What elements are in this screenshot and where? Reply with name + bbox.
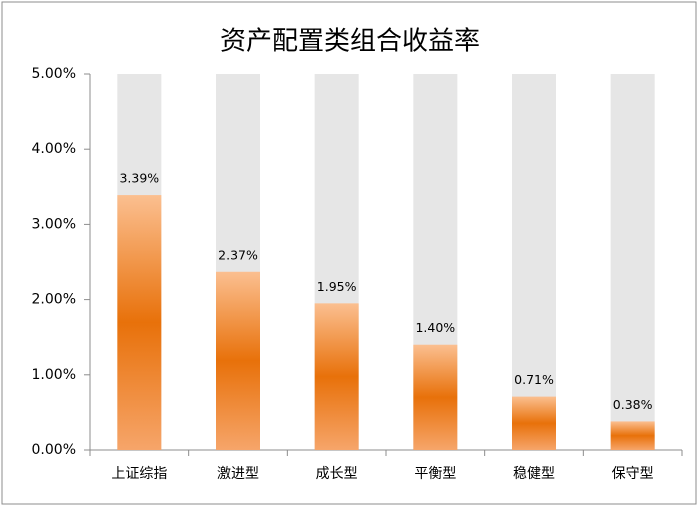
y-tick-label: 0.00% (32, 442, 76, 458)
x-tick-label: 激进型 (217, 465, 259, 482)
value-label: 3.39% (119, 171, 159, 186)
bar (314, 303, 359, 450)
x-tick-label: 稳健型 (513, 466, 555, 482)
bar-background (512, 74, 556, 450)
y-tick-label: 3.00% (32, 216, 76, 232)
x-tick-label: 保守型 (612, 466, 654, 482)
value-label: 1.40% (415, 320, 455, 335)
value-label: 0.71% (514, 372, 554, 387)
y-tick-label: 1.00% (32, 367, 76, 383)
bar (610, 421, 655, 450)
x-tick-label: 上证综指 (111, 466, 167, 482)
chart-title: 资产配置类组合收益率 (220, 27, 480, 57)
bar (512, 396, 556, 450)
y-tick-label: 2.00% (32, 292, 76, 308)
bar (413, 344, 458, 450)
value-label: 2.37% (218, 247, 258, 262)
value-label: 0.38% (613, 397, 653, 412)
x-tick-label: 成长型 (316, 466, 358, 482)
bar-background (610, 74, 655, 450)
y-tick-label: 4.00% (32, 141, 76, 157)
x-tick-label: 平衡型 (414, 466, 456, 482)
y-tick-label: 5.00% (32, 66, 76, 82)
bar (216, 271, 260, 450)
bar (117, 195, 162, 450)
value-label: 1.95% (317, 279, 357, 294)
